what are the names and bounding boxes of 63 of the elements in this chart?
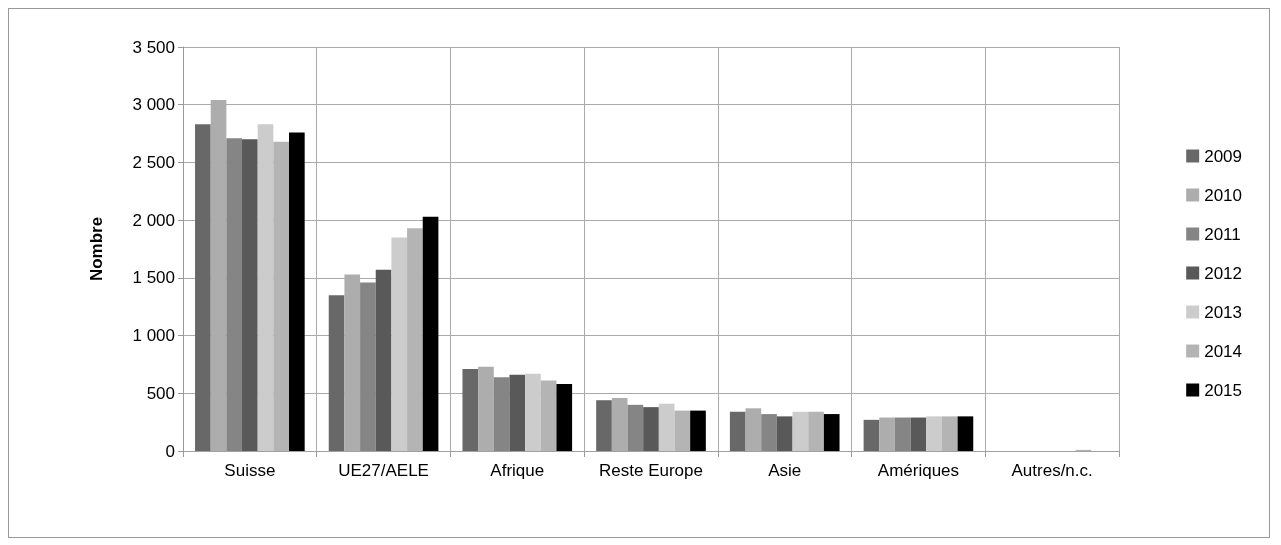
bar xyxy=(509,374,526,451)
bar xyxy=(674,410,691,451)
bar xyxy=(658,403,675,451)
legend-label: 2010 xyxy=(1204,185,1243,205)
bar xyxy=(926,416,942,451)
bar xyxy=(540,380,557,451)
legend-label: 2015 xyxy=(1204,380,1243,400)
bar xyxy=(556,384,573,451)
bar xyxy=(627,404,644,451)
x-tick-label: Suisse xyxy=(224,460,276,480)
bar xyxy=(596,400,612,451)
bar xyxy=(478,366,494,451)
legend-label: 2011 xyxy=(1204,224,1241,244)
y-tick-label: 3 500 xyxy=(132,37,175,57)
x-tick-label: Asie xyxy=(768,460,802,480)
y-tick-label: 1 500 xyxy=(132,268,175,288)
y-tick-label: 2 000 xyxy=(132,210,175,230)
bar xyxy=(462,369,479,451)
bar xyxy=(328,295,345,451)
bar xyxy=(894,417,911,451)
bar xyxy=(941,416,958,451)
bar xyxy=(525,373,541,451)
bar xyxy=(242,139,258,451)
x-tick-label: Reste Europe xyxy=(599,460,703,480)
bar xyxy=(776,416,793,451)
x-tick-label: Autres/n.c. xyxy=(1011,460,1093,480)
bar xyxy=(879,417,895,451)
x-tick-label: Amériques xyxy=(877,460,960,480)
y-tick-label: 1 000 xyxy=(132,326,175,346)
bar xyxy=(493,377,510,451)
bar xyxy=(407,228,423,451)
bar xyxy=(273,141,290,451)
y-tick-label: 500 xyxy=(146,383,175,403)
y-tick-label: 2 500 xyxy=(132,152,175,172)
bar xyxy=(391,237,408,451)
bar xyxy=(257,124,274,451)
y-axis-title: Nombre xyxy=(87,216,106,282)
legend-label: 2009 xyxy=(1204,146,1243,166)
legend-label: 2014 xyxy=(1204,341,1243,361)
bar xyxy=(360,282,376,451)
bar xyxy=(792,411,809,451)
bar xyxy=(823,414,840,451)
bar xyxy=(745,408,762,451)
bar xyxy=(422,216,439,451)
bar xyxy=(761,414,777,451)
bar xyxy=(957,416,974,451)
bar xyxy=(910,417,927,451)
y-tick-label: 0 xyxy=(165,441,175,461)
bar xyxy=(289,132,305,451)
y-tick-label: 3 000 xyxy=(132,95,175,115)
bar xyxy=(643,407,659,451)
x-tick-label: UE27/AELE xyxy=(338,460,429,480)
bar xyxy=(611,397,628,451)
legend-label: 2013 xyxy=(1204,302,1243,322)
bar xyxy=(690,410,706,451)
bar xyxy=(808,411,824,451)
bar xyxy=(195,124,211,451)
bar xyxy=(729,411,746,451)
x-tick-label: Afrique xyxy=(490,460,545,480)
legend-label: 2012 xyxy=(1204,263,1243,283)
bar xyxy=(863,419,880,451)
bar xyxy=(375,269,392,451)
bar xyxy=(226,138,243,451)
